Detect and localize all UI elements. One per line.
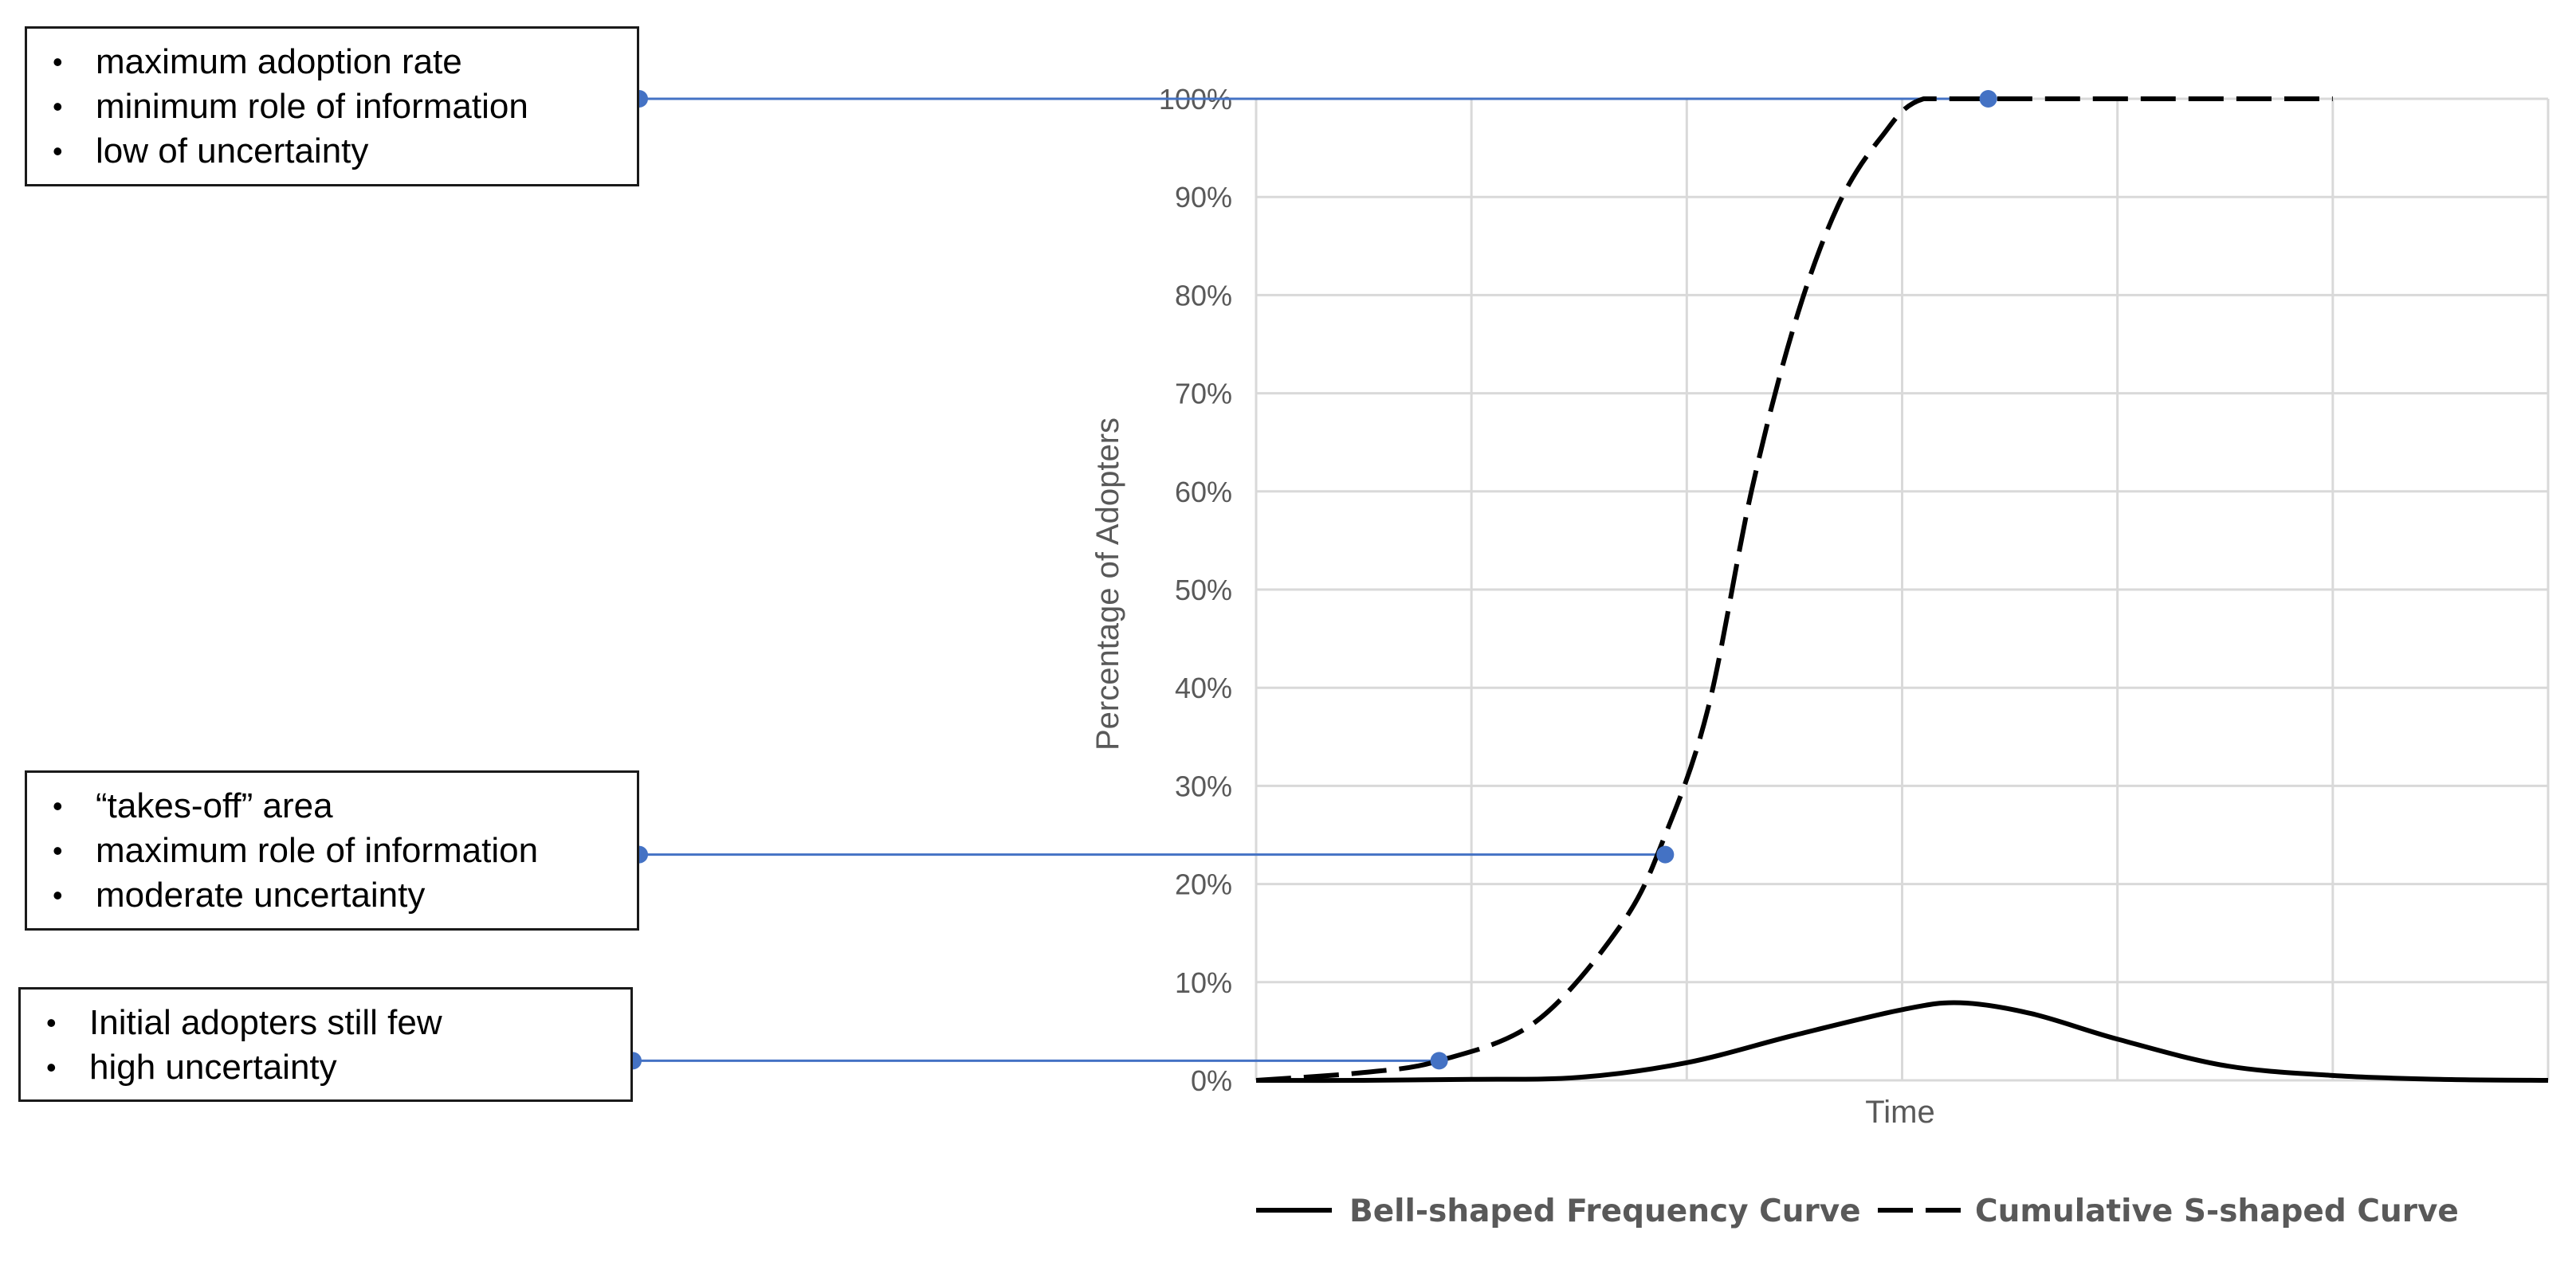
curve-marker-dot xyxy=(1656,845,1675,864)
annotation-list: “takes-off” area maximum role of informa… xyxy=(46,784,621,918)
annotation-item: low of uncertainty xyxy=(46,129,621,174)
annotation-item: high uncertainty xyxy=(40,1045,615,1090)
annotation-item: minimum role of information xyxy=(46,84,621,129)
y-tick-label: 10% xyxy=(1175,966,1232,999)
series-layer xyxy=(1255,96,2549,1084)
legend-item-bell: Bell-shaped Frequency Curve xyxy=(1256,1193,1861,1229)
annotation-item: maximum adoption rate xyxy=(46,40,621,84)
y-tick-label: 40% xyxy=(1175,672,1232,704)
legend-label-cumulative: Cumulative S-shaped Curve xyxy=(1975,1193,2459,1229)
legend-item-cumulative: Cumulative S-shaped Curve xyxy=(1878,1193,2459,1229)
annotation-list: Initial adopters still few high uncertai… xyxy=(40,1001,615,1090)
series-line-cumulative xyxy=(1255,96,2333,1083)
legend-label-bell: Bell-shaped Frequency Curve xyxy=(1349,1193,1861,1229)
curve-marker-dot xyxy=(1979,90,1997,108)
y-tick-label: 80% xyxy=(1175,279,1232,312)
y-tick-label: 0% xyxy=(1191,1064,1232,1097)
annotation-list: maximum adoption rate minimum role of in… xyxy=(46,40,621,174)
annotation-item: Initial adopters still few xyxy=(40,1001,615,1045)
y-tick-label: 70% xyxy=(1175,378,1232,410)
annotation-box-takeoff: “takes-off” area maximum role of informa… xyxy=(25,770,639,931)
y-tick-label: 60% xyxy=(1175,476,1232,508)
legend: Bell-shaped Frequency Curve Cumulative S… xyxy=(1256,1193,2459,1229)
connector-layer xyxy=(633,97,1989,1062)
grid-layer xyxy=(1255,97,2550,1082)
y-axis-label: Percentage of Adopters xyxy=(1090,417,1125,751)
y-tick-label: 20% xyxy=(1175,868,1232,901)
series-line-bell xyxy=(1255,1000,2549,1084)
annotation-box-early: Initial adopters still few high uncertai… xyxy=(18,987,633,1102)
x-axis-label: Time xyxy=(1865,1095,1934,1130)
y-tick-labels: 0%10%20%30%40%50%60%70%80%90%100% xyxy=(1159,83,1232,1097)
curve-marker-dot xyxy=(1430,1052,1448,1070)
y-tick-label: 90% xyxy=(1175,181,1232,214)
annotation-item: “takes-off” area xyxy=(46,784,621,829)
annotation-box-saturation: maximum adoption rate minimum role of in… xyxy=(25,26,639,186)
y-tick-label: 50% xyxy=(1175,574,1232,606)
y-tick-label: 30% xyxy=(1175,770,1232,802)
marker-layer xyxy=(624,90,1997,1070)
annotation-item: moderate uncertainty xyxy=(46,873,621,918)
annotation-item: maximum role of information xyxy=(46,829,621,873)
